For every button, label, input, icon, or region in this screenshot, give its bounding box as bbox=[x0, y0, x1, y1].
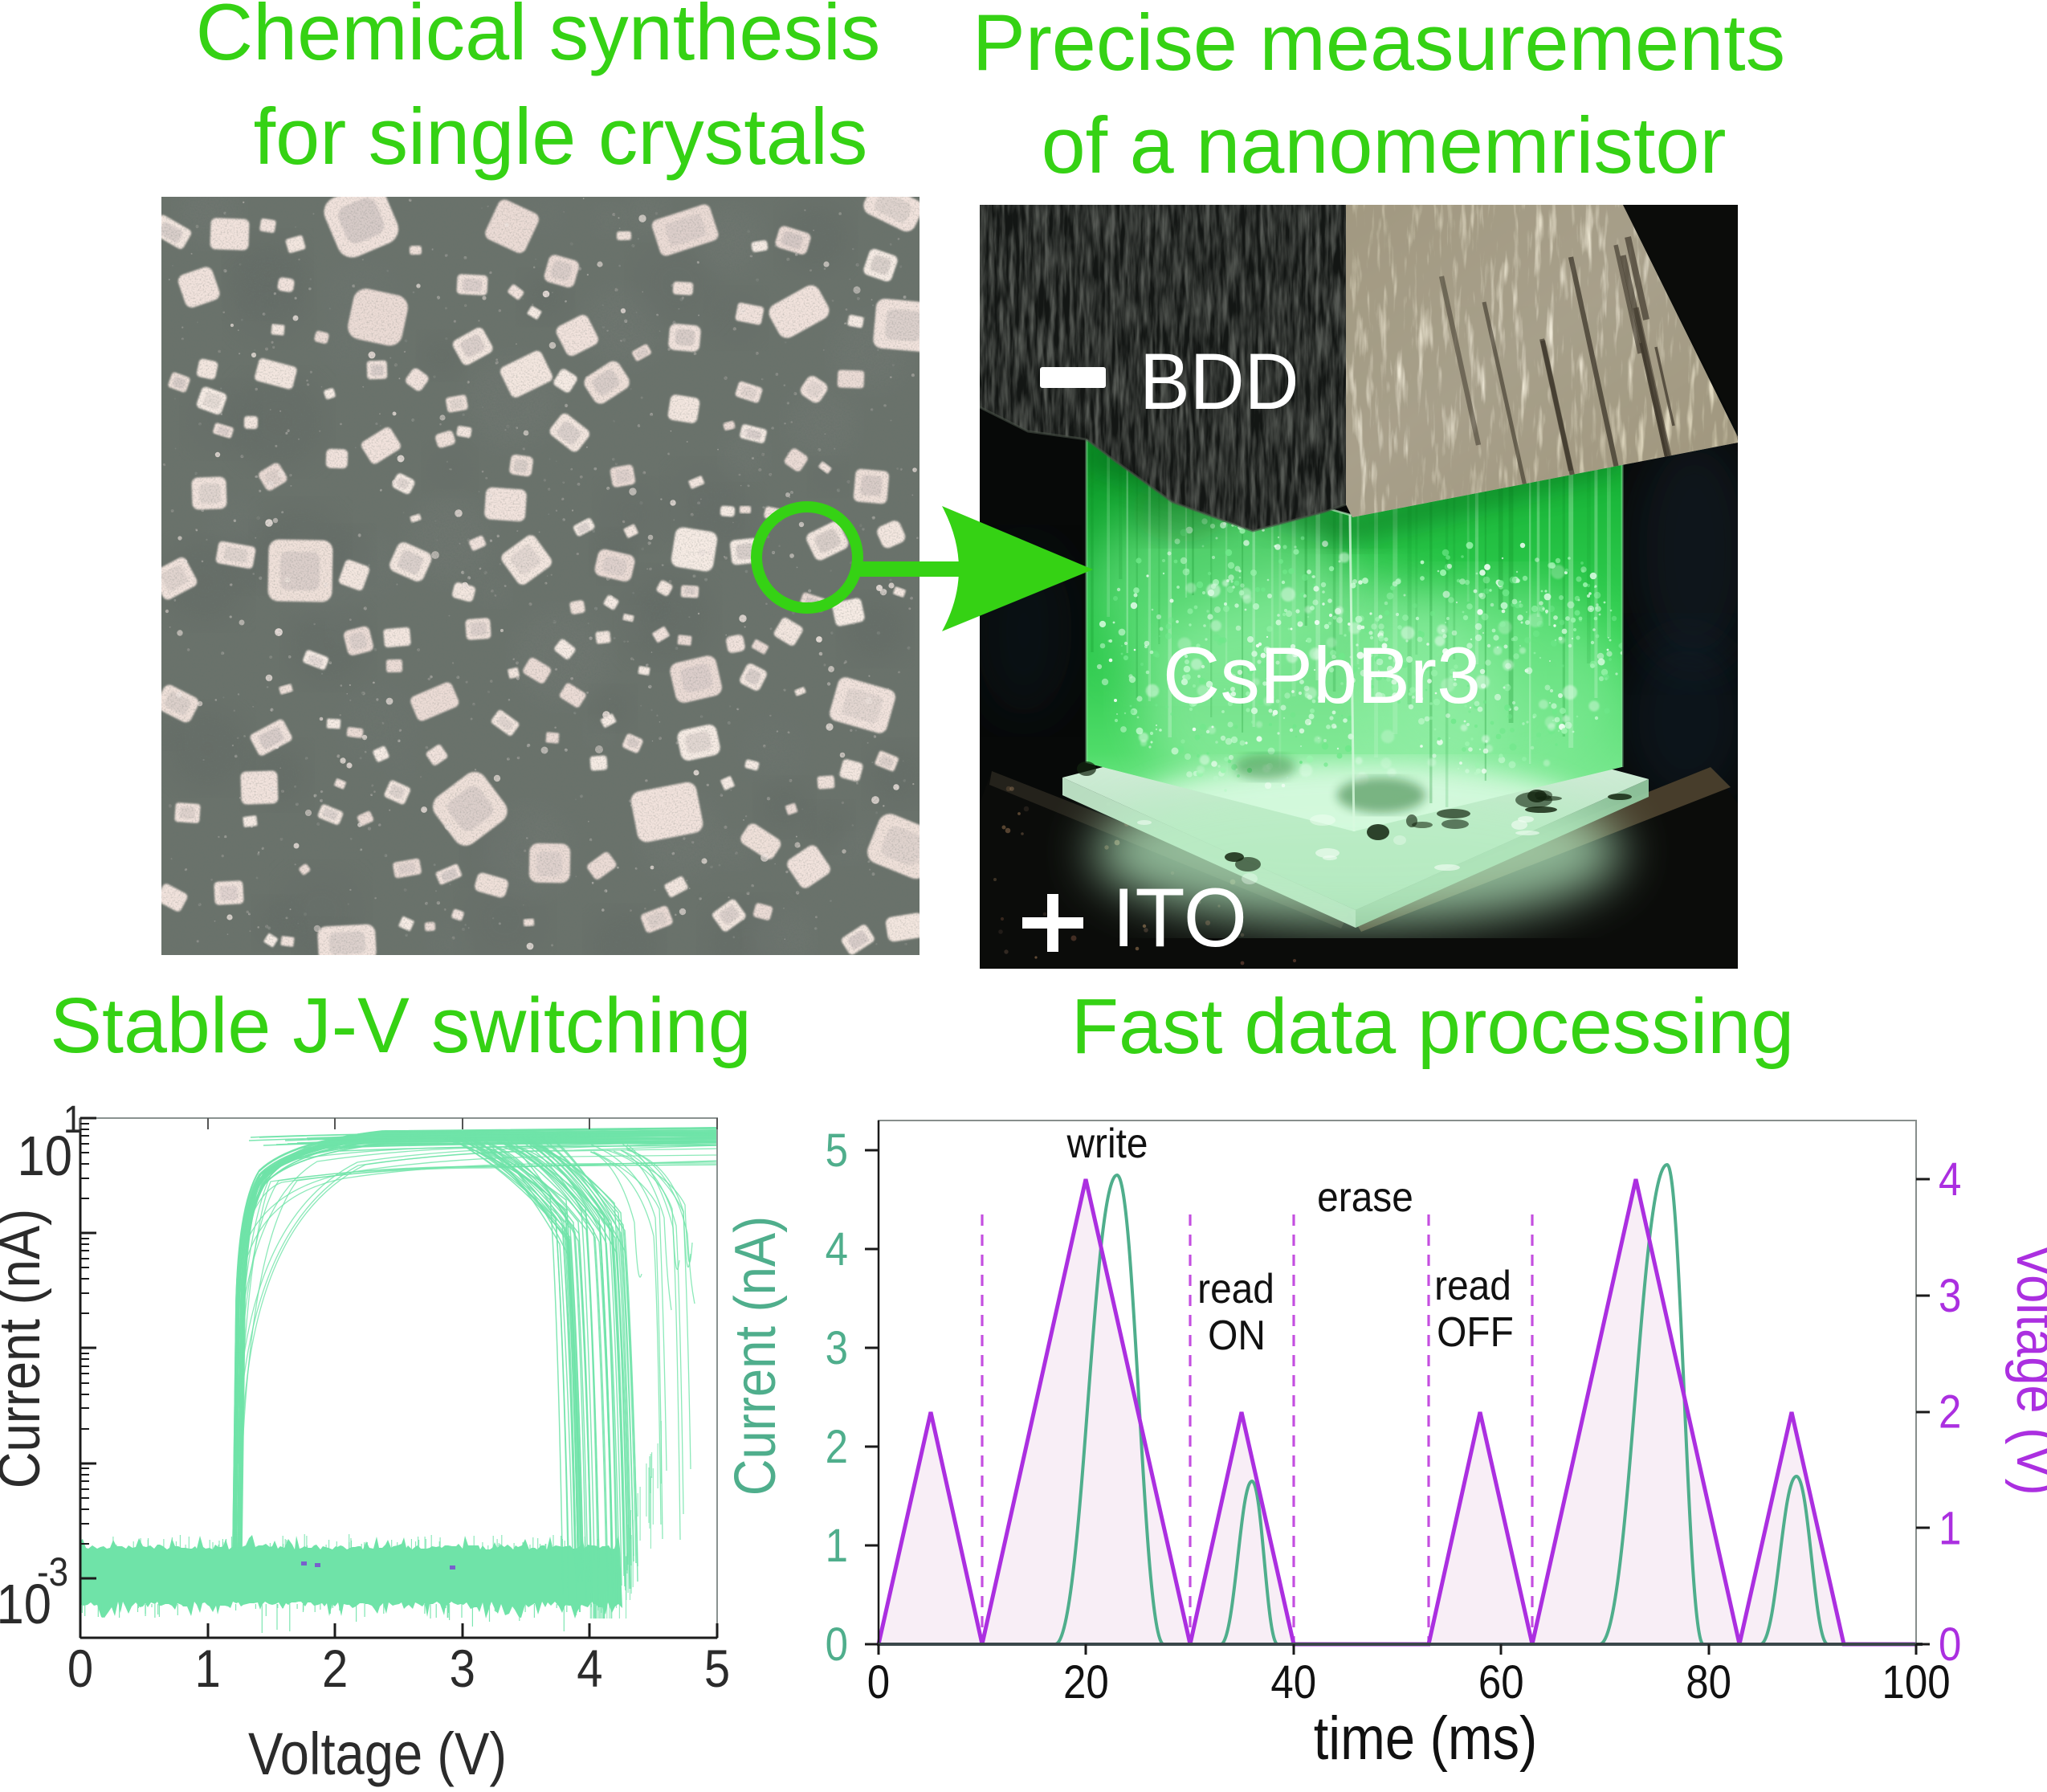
svg-text:80: 80 bbox=[1686, 1656, 1731, 1708]
svg-text:0: 0 bbox=[67, 1640, 93, 1699]
svg-text:ON: ON bbox=[1208, 1312, 1266, 1358]
svg-text:Precise measurements: Precise measurements bbox=[973, 0, 1785, 87]
svg-text:CsPbBr3: CsPbBr3 bbox=[1163, 631, 1481, 720]
svg-text:Voltage (V): Voltage (V) bbox=[2004, 1243, 2047, 1495]
svg-text:1: 1 bbox=[194, 1640, 220, 1699]
svg-text:1: 1 bbox=[63, 1097, 82, 1141]
svg-text:10: 10 bbox=[0, 1572, 51, 1635]
svg-text:2: 2 bbox=[1939, 1386, 1961, 1438]
svg-text:4: 4 bbox=[577, 1640, 602, 1699]
svg-text:Voltage (V): Voltage (V) bbox=[248, 1721, 507, 1787]
svg-text:ITO: ITO bbox=[1112, 871, 1247, 964]
svg-text:0: 0 bbox=[826, 1619, 848, 1671]
svg-text:time (ms): time (ms) bbox=[1314, 1704, 1538, 1773]
svg-text:2: 2 bbox=[826, 1421, 848, 1473]
svg-text:2: 2 bbox=[322, 1640, 348, 1699]
svg-text:3: 3 bbox=[826, 1322, 848, 1374]
svg-text:Stable J-V switching: Stable J-V switching bbox=[50, 982, 751, 1069]
svg-text:OFF: OFF bbox=[1437, 1308, 1514, 1355]
svg-text:1: 1 bbox=[826, 1520, 848, 1572]
svg-text:5: 5 bbox=[826, 1125, 848, 1177]
svg-text:3: 3 bbox=[450, 1640, 475, 1699]
svg-text:60: 60 bbox=[1478, 1656, 1524, 1708]
svg-text:0: 0 bbox=[1939, 1619, 1961, 1671]
svg-text:Chemical synthesis: Chemical synthesis bbox=[196, 0, 881, 76]
svg-text:for single crystals: for single crystals bbox=[254, 92, 868, 181]
svg-text:read: read bbox=[1434, 1262, 1511, 1308]
svg-text:of a nanomemristor: of a nanomemristor bbox=[1042, 100, 1727, 190]
svg-text:read: read bbox=[1197, 1265, 1274, 1312]
svg-text:Current (nA): Current (nA) bbox=[0, 1209, 52, 1488]
svg-text:Current (nA): Current (nA) bbox=[724, 1216, 788, 1496]
svg-text:0: 0 bbox=[867, 1656, 890, 1708]
svg-text:4: 4 bbox=[826, 1223, 848, 1276]
svg-text:3: 3 bbox=[1939, 1270, 1961, 1322]
svg-text:-3: -3 bbox=[37, 1549, 68, 1594]
svg-text:write: write bbox=[1066, 1120, 1148, 1166]
svg-text:4: 4 bbox=[1939, 1153, 1961, 1206]
svg-text:5: 5 bbox=[704, 1640, 730, 1699]
svg-text:Fast data processing: Fast data processing bbox=[1071, 982, 1794, 1070]
svg-text:BDD: BDD bbox=[1140, 338, 1299, 427]
svg-text:erase: erase bbox=[1317, 1174, 1413, 1220]
svg-text:1: 1 bbox=[1939, 1502, 1961, 1554]
svg-text:20: 20 bbox=[1063, 1656, 1109, 1708]
svg-text:40: 40 bbox=[1270, 1656, 1316, 1708]
svg-text:100: 100 bbox=[1882, 1656, 1950, 1708]
svg-text:10: 10 bbox=[17, 1124, 72, 1187]
